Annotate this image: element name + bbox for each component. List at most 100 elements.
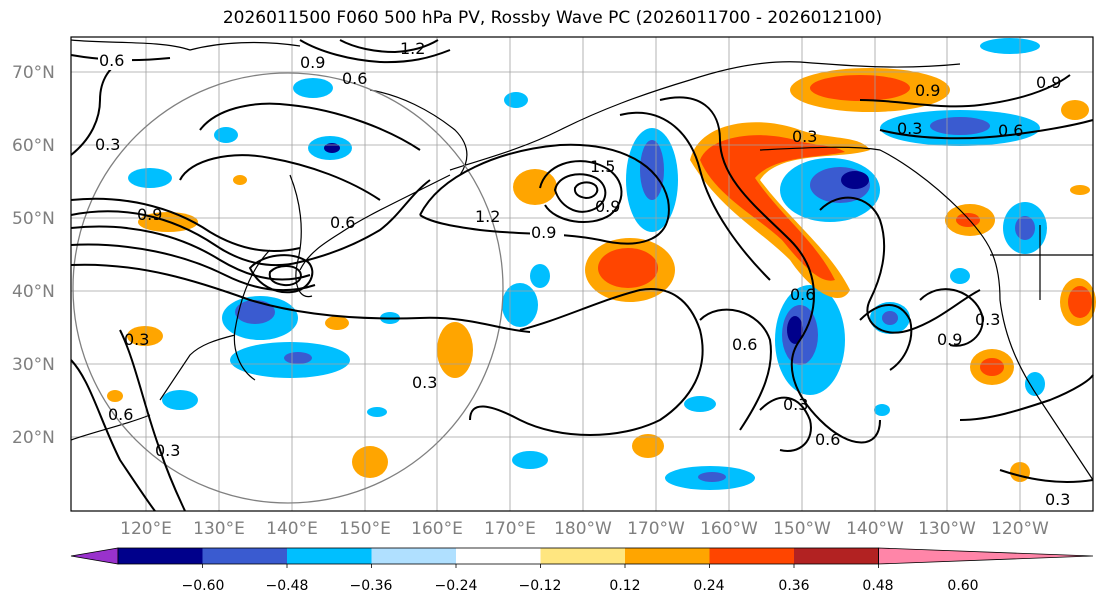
colorbar-tick-label: −0.48 [266, 578, 309, 594]
negative-anomaly [293, 78, 333, 98]
positive-anomaly [127, 326, 163, 346]
negative-anomaly [504, 92, 528, 108]
lon-label: 150°W [773, 519, 831, 539]
negative-anomaly [214, 127, 238, 143]
positive-anomaly [1061, 100, 1089, 120]
positive-anomaly [1060, 278, 1096, 326]
contour-label: 0.6 [815, 430, 840, 449]
colorbar-tick-label: −0.12 [519, 578, 562, 594]
negative-anomaly [512, 451, 548, 469]
longitude-labels: 120°E 130°E 140°E 150°E 160°E 170°E 180°… [120, 519, 1049, 539]
lon-label: 160°W [700, 519, 758, 539]
colorbar-tick-label: 0.12 [609, 578, 640, 594]
contour-label: 0.3 [95, 135, 120, 154]
positive-anomaly [352, 446, 388, 478]
colorbar-swatch [202, 548, 287, 564]
chart-title: 2026011500 F060 500 hPa PV, Rossby Wave … [222, 8, 883, 28]
lat-label: 50°N [12, 209, 55, 229]
contour-label: 0.3 [975, 310, 1000, 329]
positive-anomaly [1070, 185, 1090, 195]
positive-anomaly [690, 122, 870, 299]
colorbar-extend-max [878, 547, 1094, 565]
contour-label: 0.6 [790, 285, 815, 304]
negative-anomaly [870, 302, 910, 334]
colorbar-swatch [794, 548, 879, 564]
negative-anomaly [128, 168, 172, 188]
lon-label: 140°E [266, 519, 318, 539]
negative-anomaly [230, 342, 350, 378]
lat-label: 20°N [12, 428, 55, 448]
contour-label: 0.3 [897, 119, 922, 138]
lon-label: 130°E [193, 519, 245, 539]
contour-label: 0.3 [1045, 490, 1070, 509]
lat-label: 40°N [12, 282, 55, 302]
negative-anomaly [162, 390, 198, 410]
colorbar-tick-label: 0.24 [693, 578, 724, 594]
positive-anomaly [325, 316, 349, 330]
negative-anomaly [626, 128, 678, 232]
positive-anomaly [585, 238, 675, 302]
pv-contours [70, 39, 1094, 512]
colorbar-outline [117, 547, 879, 565]
colorbar-swatch [709, 548, 794, 564]
contour-label: 0.9 [1036, 73, 1061, 92]
negative-anomaly [684, 396, 716, 412]
contour-label: 0.9 [915, 81, 940, 100]
negative-anomaly [665, 466, 755, 490]
contour-label: 0.3 [412, 373, 437, 392]
negative-anomaly [367, 407, 387, 417]
great-circle [72, 72, 504, 504]
positive-anomaly [233, 175, 247, 185]
contour-label: 0.6 [342, 69, 367, 88]
contour-label: 0.9 [531, 223, 556, 242]
negative-anomaly [1025, 372, 1045, 396]
lat-label: 30°N [12, 355, 55, 375]
positive-anomaly [437, 322, 473, 378]
rossby-wave-anomalies [107, 38, 1096, 490]
colorbar-tick-label: 0.48 [862, 578, 893, 594]
negative-anomaly [980, 38, 1040, 54]
lon-label: 120°W [991, 519, 1049, 539]
positive-anomaly [790, 68, 950, 112]
lon-label: 130°W [918, 519, 976, 539]
negative-anomaly [502, 283, 538, 327]
contour-label: 0.3 [783, 395, 808, 414]
latitude-labels: 70°N 60°N 50°N 40°N 30°N 20°N [12, 63, 55, 448]
positive-anomaly [632, 434, 664, 458]
colorbar-tick-label: 0.36 [778, 578, 809, 594]
lat-label: 60°N [12, 136, 55, 156]
colorbar-swatch [287, 548, 372, 564]
lon-label: 160°E [411, 519, 463, 539]
colorbar-swatch [118, 548, 203, 564]
colorbar-swatch [456, 548, 541, 564]
contour-label: 0.3 [792, 127, 817, 146]
contour-label: 0.6 [108, 405, 133, 424]
contour-label: 0.6 [732, 335, 757, 354]
colorbar-swatch [371, 548, 456, 564]
contour-label: 0.6 [998, 121, 1023, 140]
colorbar-tick-label: −0.24 [435, 578, 478, 594]
colorbar-tick-label: 0.60 [947, 578, 978, 594]
contour-label: 0.6 [99, 51, 124, 70]
contour-label: 0.9 [595, 197, 620, 216]
map-frame [70, 36, 1094, 512]
contour-label: 0.9 [300, 53, 325, 72]
positive-anomaly [107, 390, 123, 402]
colorbar-tick-label: −0.60 [182, 578, 225, 594]
lon-label: 150°E [339, 519, 391, 539]
colorbar-extend-min [70, 547, 119, 565]
contour-label: 0.3 [124, 330, 149, 349]
contour-label: 1.2 [400, 39, 425, 58]
lat-label: 70°N [12, 63, 55, 83]
negative-anomaly [950, 268, 970, 284]
contour-label: 0.6 [330, 213, 355, 232]
lon-label: 120°E [120, 519, 172, 539]
negative-anomaly [530, 264, 550, 288]
contour-label: 0.9 [137, 205, 162, 224]
positive-anomaly [513, 169, 557, 205]
contour-label: 1.5 [590, 157, 615, 176]
lon-label: 170°E [484, 519, 536, 539]
contour-label: 0.9 [937, 330, 962, 349]
colorbar-swatch [625, 548, 710, 564]
